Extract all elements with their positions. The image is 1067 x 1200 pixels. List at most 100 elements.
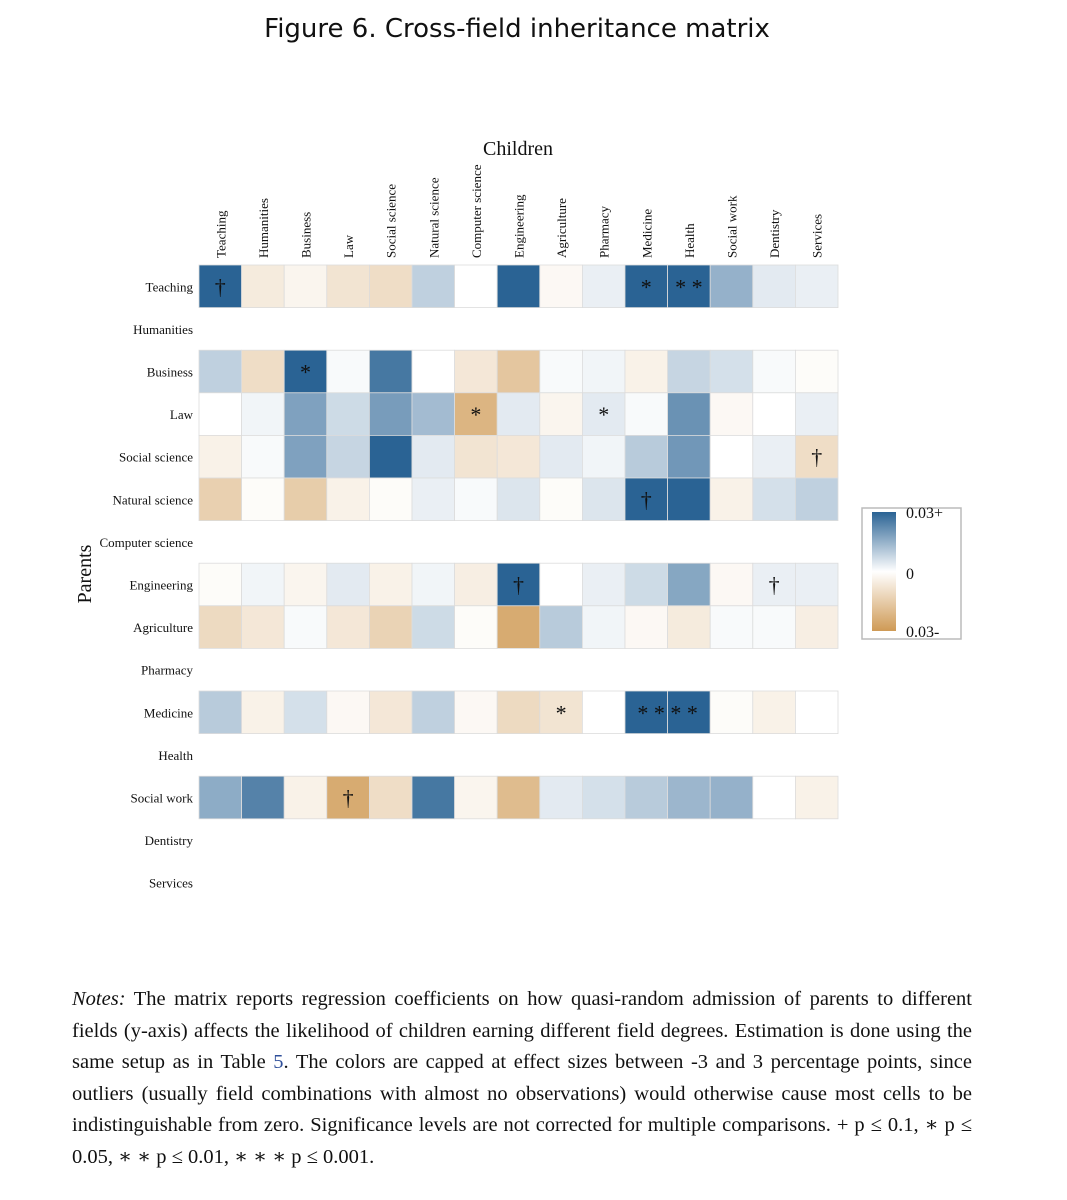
row-label: Agriculture <box>133 620 193 635</box>
heatmap-cell <box>368 434 413 479</box>
heatmap-cell <box>624 264 668 308</box>
heatmap-cell <box>795 690 839 734</box>
column-label: Engineering <box>512 194 527 258</box>
heatmap-cell <box>582 264 626 308</box>
heatmap-cell <box>624 434 668 479</box>
heatmap-cell <box>283 775 328 820</box>
heatmap-cell <box>496 264 541 308</box>
column-label: Social science <box>384 184 399 258</box>
column-label: Pharmacy <box>597 206 612 258</box>
heatmap-cell <box>454 605 498 649</box>
heatmap-cell <box>795 264 839 308</box>
heatmap-cell <box>411 605 455 649</box>
heatmap-cell <box>411 690 455 734</box>
heatmap-cell <box>667 605 711 649</box>
heatmap-cell <box>709 477 754 521</box>
column-label: Business <box>299 212 314 258</box>
heatmap-cell <box>539 264 583 308</box>
heatmap-cell <box>795 605 839 649</box>
heatmap-cell <box>326 434 370 479</box>
column-label: Agriculture <box>554 198 569 258</box>
row-label: Engineering <box>129 578 193 593</box>
heatmap-cell <box>326 264 370 308</box>
heatmap-cell <box>539 605 583 649</box>
heatmap-cell <box>198 392 242 436</box>
column-label: Law <box>341 234 356 258</box>
heatmap-cell <box>326 392 370 436</box>
heatmap-cell <box>752 605 796 649</box>
heatmap-cell <box>752 264 796 308</box>
heatmap-cell <box>496 775 541 820</box>
heatmap-cell <box>752 477 796 521</box>
heatmap-cell <box>709 775 754 820</box>
heatmap-cell <box>326 349 370 394</box>
heatmap-cell <box>496 477 541 521</box>
heatmap-cell <box>198 477 242 521</box>
heatmap-cell <box>496 562 541 607</box>
heatmap-cell <box>539 690 583 734</box>
heatmap-cell <box>539 477 583 521</box>
heatmap-cell <box>283 690 328 734</box>
heatmap-cell <box>411 264 455 308</box>
heatmap-cell <box>454 349 498 394</box>
heatmap-cell <box>496 349 541 394</box>
x-axis-label: Children <box>483 138 553 160</box>
row-label: Computer science <box>100 535 194 550</box>
heatmap-cell <box>454 775 498 820</box>
heatmap-cell <box>326 477 370 521</box>
heatmap-cell <box>795 392 839 436</box>
table-reference-link[interactable]: 5 <box>273 1051 284 1073</box>
heatmap-cell <box>752 349 796 394</box>
heatmap-cell <box>624 392 668 436</box>
column-label: Medicine <box>639 209 654 258</box>
heatmap-cell <box>624 605 668 649</box>
heatmap-cell <box>283 562 328 607</box>
heatmap-cell <box>283 264 328 308</box>
row-label: Social science <box>119 450 193 465</box>
legend-label-bottom: 0.03- <box>906 624 939 641</box>
row-label: Services <box>149 876 193 891</box>
heatmap-cell <box>326 775 370 820</box>
heatmap-cell <box>454 562 498 607</box>
heatmap-cell <box>326 690 370 734</box>
heatmap-cell <box>667 392 711 436</box>
heatmap-cell <box>326 605 370 649</box>
row-label: Social work <box>131 791 194 806</box>
heatmap-cell <box>752 690 796 734</box>
heatmap-cell <box>539 562 583 607</box>
notes-text-1: The matrix reports regression coefficien… <box>72 988 972 1073</box>
significance-mark: * * <box>675 274 703 299</box>
heatmap-cell <box>283 392 328 436</box>
heatmap-cell <box>624 349 668 394</box>
row-label: Humanities <box>133 322 193 337</box>
heatmap-cell <box>496 392 541 436</box>
row-label: Medicine <box>144 705 193 720</box>
heatmap-cell <box>795 434 839 479</box>
heatmap-cell <box>667 264 711 308</box>
legend-label-mid: 0 <box>906 566 914 583</box>
significance-mark: * <box>556 700 567 725</box>
row-label: Dentistry <box>145 833 194 848</box>
heatmap-cell <box>496 434 541 479</box>
heatmap-cell <box>582 775 626 820</box>
heatmap-cell <box>326 562 370 607</box>
heatmap-cell <box>198 562 242 607</box>
row-label: Natural science <box>113 492 194 507</box>
heatmap-cell <box>709 605 754 649</box>
significance-mark: * <box>598 402 609 427</box>
heatmap-cell <box>198 605 242 649</box>
column-label: Natural science <box>426 177 441 258</box>
heatmap-cell <box>368 605 413 649</box>
heatmap-cell <box>582 477 626 521</box>
heatmap-cell <box>582 434 626 479</box>
significance-mark: † <box>215 274 226 299</box>
heatmap-cell <box>411 477 455 521</box>
heatmap-cell <box>198 349 242 394</box>
heatmap-cell <box>283 434 328 479</box>
heatmap-cell <box>283 477 328 521</box>
heatmap-cell <box>241 605 285 649</box>
column-label: Social work <box>725 195 740 258</box>
row-label: Law <box>170 407 194 422</box>
column-label: Computer science <box>469 164 484 258</box>
heatmap-cell <box>709 562 754 607</box>
